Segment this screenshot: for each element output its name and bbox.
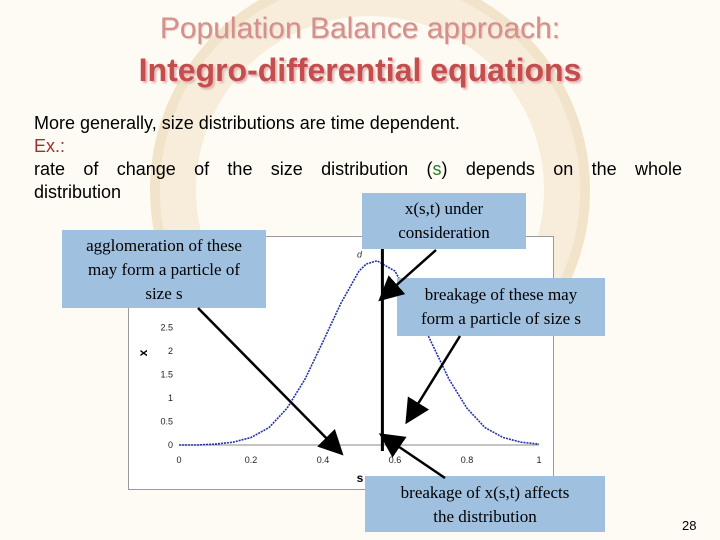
x-tick-label: 0.8: [461, 455, 474, 465]
callout-agglomeration-line1: agglomeration of these: [86, 236, 242, 255]
body-line-3: rate of change of the size distribution …: [34, 158, 682, 181]
x-tick-label: 0.2: [245, 455, 258, 465]
x-tick-label: 1: [536, 455, 541, 465]
slide-body: More generally, size distributions are t…: [34, 112, 682, 204]
y-tick-label: 0: [168, 440, 173, 450]
page-number: 28: [682, 518, 697, 533]
callout-breakage-affects-line1: breakage of x(s,t) affects: [400, 483, 570, 502]
curve-annotation: d: [357, 250, 363, 260]
x-tick-label: 0.4: [317, 455, 330, 465]
body-line-3-post: ) depends on the whole: [441, 159, 682, 179]
slide-title-line2: Integro-differential equations: [138, 52, 582, 88]
x-tick-label: 0.6: [389, 455, 402, 465]
callout-breakage-form: breakage of these may form a particle of…: [397, 278, 605, 336]
body-line-3-s: s: [432, 159, 442, 179]
y-tick-label: 2.5: [160, 323, 173, 333]
y-tick-label: 2: [168, 346, 173, 356]
slide-title-line1: Population Balance approach:: [159, 12, 561, 45]
x-axis-title: s: [357, 471, 364, 485]
y-tick-label: 1: [168, 393, 173, 403]
callout-breakage-form-line1: breakage of these may: [424, 285, 578, 304]
callout-agglomeration-line2: may form a particle of: [88, 260, 240, 279]
callout-under-consideration: x(s,t) under consideration: [362, 193, 526, 249]
callout-breakage-affects-line2: the distribution: [433, 507, 537, 526]
x-tick-label: 0: [176, 455, 181, 465]
y-tick-label: 0.5: [160, 417, 173, 427]
callout-breakage-form-line2: form a particle of size s: [420, 309, 581, 328]
callout-breakage-affects: breakage of x(s,t) affects the distribut…: [365, 476, 605, 532]
callout-under-consideration-line2: consideration: [398, 223, 490, 242]
callout-agglomeration: agglomeration of these may form a partic…: [62, 230, 266, 308]
body-line-3-pre: rate of change of the size distribution …: [34, 159, 433, 179]
body-ex-label: Ex.:: [34, 136, 66, 156]
body-line-1: More generally, size distributions are t…: [34, 113, 460, 133]
callout-agglomeration-line3: size s: [145, 284, 183, 303]
body-line-4: distribution: [34, 182, 122, 202]
y-axis-title: x: [136, 349, 150, 356]
y-tick-label: 1.5: [160, 370, 173, 380]
callout-under-consideration-line1: x(s,t) under: [404, 199, 484, 218]
